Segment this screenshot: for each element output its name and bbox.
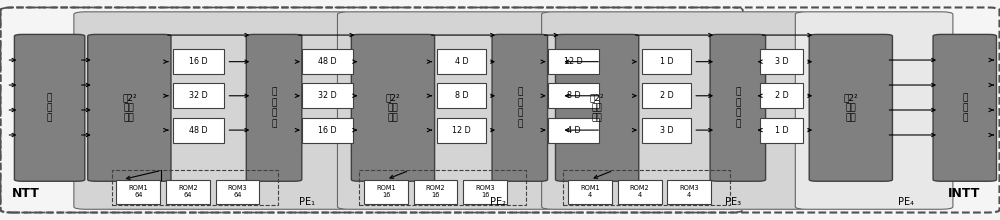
Text: ROM3
16: ROM3 16 bbox=[475, 185, 495, 198]
FancyBboxPatch shape bbox=[351, 34, 435, 181]
Text: 1 D: 1 D bbox=[775, 126, 788, 135]
Bar bbox=[437, 49, 486, 74]
Text: ROM2
16: ROM2 16 bbox=[426, 185, 445, 198]
Text: 后
处
理: 后 处 理 bbox=[962, 93, 967, 123]
Text: 8 D: 8 D bbox=[455, 91, 468, 100]
Text: 交
换
单
元: 交 换 单 元 bbox=[271, 88, 277, 128]
Bar bbox=[166, 180, 210, 204]
Bar bbox=[414, 180, 457, 204]
Bar bbox=[364, 180, 408, 204]
Text: 3 D: 3 D bbox=[660, 126, 673, 135]
Bar bbox=[437, 118, 486, 143]
Bar bbox=[760, 49, 803, 74]
Text: 16 D: 16 D bbox=[189, 57, 208, 66]
Bar bbox=[667, 180, 711, 204]
Text: ROM1
16: ROM1 16 bbox=[376, 185, 396, 198]
Bar bbox=[618, 180, 662, 204]
Bar bbox=[642, 49, 691, 74]
Bar bbox=[548, 83, 599, 108]
Text: ROM2
64: ROM2 64 bbox=[178, 185, 198, 198]
Bar bbox=[302, 118, 353, 143]
Bar bbox=[642, 83, 691, 108]
Bar bbox=[173, 118, 224, 143]
FancyBboxPatch shape bbox=[337, 12, 555, 209]
Bar bbox=[116, 180, 160, 204]
Text: 32 D: 32 D bbox=[318, 91, 337, 100]
Text: 基2²
蝶形
单元: 基2² 蝶形 单元 bbox=[844, 93, 858, 123]
Bar bbox=[760, 83, 803, 108]
Bar bbox=[302, 83, 353, 108]
FancyBboxPatch shape bbox=[933, 34, 997, 181]
Bar bbox=[173, 49, 224, 74]
Text: 2 D: 2 D bbox=[775, 91, 788, 100]
Text: 4 D: 4 D bbox=[455, 57, 468, 66]
Text: 48 D: 48 D bbox=[318, 57, 337, 66]
Text: 基2²
蝶形
单元: 基2² 蝶形 单元 bbox=[590, 93, 604, 123]
FancyBboxPatch shape bbox=[710, 34, 766, 181]
Text: 48 D: 48 D bbox=[189, 126, 208, 135]
Text: 12 D: 12 D bbox=[452, 126, 471, 135]
Text: 3 D: 3 D bbox=[775, 57, 788, 66]
Text: 12 D: 12 D bbox=[564, 57, 583, 66]
Text: PE₂: PE₂ bbox=[490, 197, 506, 207]
Bar bbox=[463, 180, 507, 204]
Bar bbox=[302, 49, 353, 74]
Text: ROM2
4: ROM2 4 bbox=[630, 185, 650, 198]
Bar bbox=[548, 118, 599, 143]
Bar bbox=[359, 170, 526, 205]
FancyBboxPatch shape bbox=[542, 12, 808, 209]
Text: PE₁: PE₁ bbox=[299, 197, 315, 207]
FancyBboxPatch shape bbox=[795, 12, 953, 209]
Text: NTT: NTT bbox=[12, 187, 40, 200]
FancyBboxPatch shape bbox=[555, 34, 639, 181]
FancyBboxPatch shape bbox=[14, 34, 85, 181]
FancyBboxPatch shape bbox=[246, 34, 302, 181]
FancyBboxPatch shape bbox=[809, 34, 892, 181]
Text: INTT: INTT bbox=[948, 187, 980, 200]
Text: 交
换
单
元: 交 换 单 元 bbox=[735, 88, 741, 128]
Text: 16 D: 16 D bbox=[318, 126, 337, 135]
Bar bbox=[173, 83, 224, 108]
Bar bbox=[112, 170, 278, 205]
FancyBboxPatch shape bbox=[1, 7, 999, 213]
FancyBboxPatch shape bbox=[88, 34, 171, 181]
Text: ROM3
64: ROM3 64 bbox=[228, 185, 247, 198]
FancyBboxPatch shape bbox=[74, 12, 350, 209]
Text: PE₃: PE₃ bbox=[725, 197, 741, 207]
Text: 交
换
单
元: 交 换 单 元 bbox=[517, 88, 523, 128]
Text: ROM1
4: ROM1 4 bbox=[580, 185, 600, 198]
Text: PE₄: PE₄ bbox=[898, 197, 914, 207]
Bar bbox=[548, 49, 599, 74]
Bar bbox=[437, 83, 486, 108]
FancyBboxPatch shape bbox=[492, 34, 548, 181]
Bar bbox=[760, 118, 803, 143]
Text: 32 D: 32 D bbox=[189, 91, 208, 100]
Bar bbox=[216, 180, 259, 204]
Text: 前
处
理: 前 处 理 bbox=[47, 93, 52, 123]
Text: 8 D: 8 D bbox=[567, 91, 580, 100]
Text: ROM3
4: ROM3 4 bbox=[679, 185, 699, 198]
Bar bbox=[642, 118, 691, 143]
Text: ROM1
64: ROM1 64 bbox=[128, 185, 148, 198]
Text: 基2²
蝶形
单元: 基2² 蝶形 单元 bbox=[386, 93, 400, 123]
Bar bbox=[568, 180, 612, 204]
Text: 1 D: 1 D bbox=[660, 57, 673, 66]
Text: 4 D: 4 D bbox=[567, 126, 580, 135]
Text: 2 D: 2 D bbox=[660, 91, 673, 100]
Bar bbox=[563, 170, 730, 205]
Text: 基2²
蝶形
单元: 基2² 蝶形 单元 bbox=[122, 93, 137, 123]
